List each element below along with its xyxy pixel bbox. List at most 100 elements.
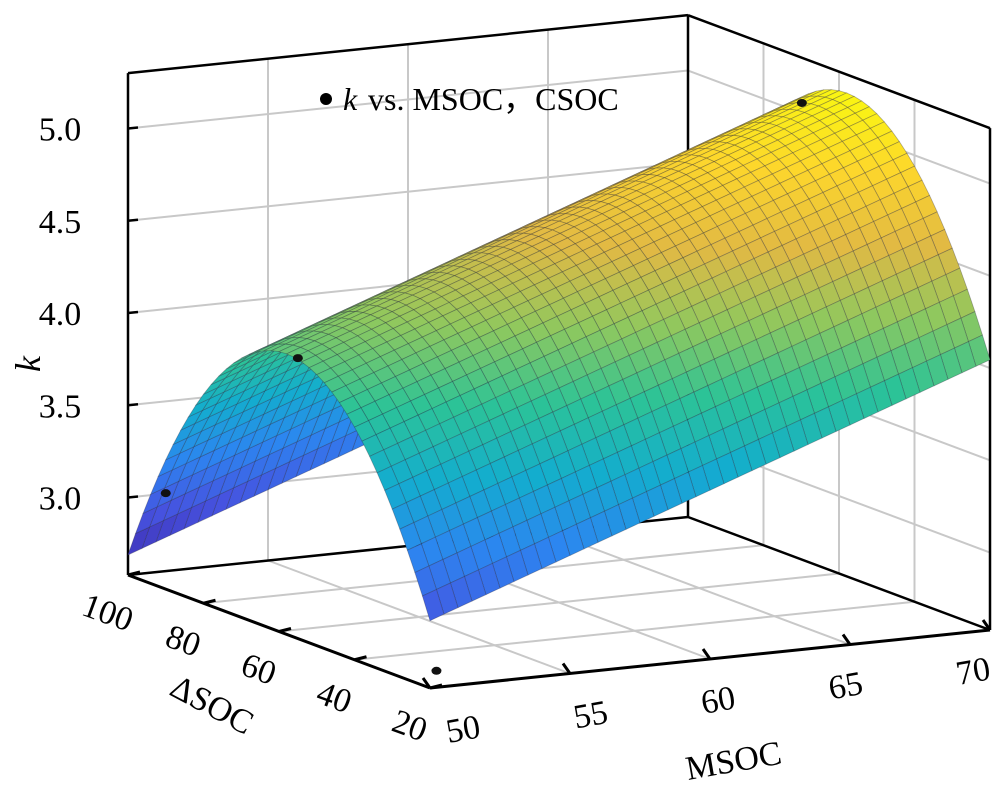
surface-patch — [686, 184, 710, 199]
y-tick — [127, 570, 141, 577]
surface-patch — [659, 219, 683, 237]
surface-patch — [736, 171, 759, 188]
surface-patch — [836, 178, 860, 200]
z-tick — [127, 310, 139, 315]
surface-patch — [414, 565, 437, 597]
surface-patch — [760, 108, 783, 118]
surface-patch — [688, 232, 712, 252]
surface-patch — [843, 191, 867, 214]
surface-patch — [673, 212, 697, 230]
surface-patch — [774, 108, 799, 118]
data-point — [160, 489, 171, 498]
surface-patch — [508, 232, 533, 242]
surface-patch — [746, 115, 769, 125]
x-tick — [421, 677, 432, 689]
data-point — [431, 666, 442, 675]
surface-patch — [820, 132, 843, 149]
surface-patch — [399, 522, 422, 551]
y-tick-label: 60 — [236, 646, 281, 692]
surface-patch — [734, 152, 758, 166]
legend: k vs. MSOC，CSOC — [320, 81, 619, 117]
surface-patch — [725, 264, 749, 288]
surface-patch — [923, 254, 947, 282]
surface-patch — [780, 97, 803, 107]
surface-patch — [594, 217, 618, 232]
surface-patch — [565, 216, 590, 228]
surface-patch — [907, 179, 931, 203]
surface-patch — [259, 351, 282, 369]
surface-patch — [573, 417, 597, 445]
surface-patch — [236, 367, 261, 387]
surface-patch — [207, 396, 232, 418]
surface-patch — [867, 280, 891, 308]
box-edge-top-right — [687, 13, 991, 130]
surface-patch — [842, 160, 866, 180]
surface-patch — [517, 443, 541, 471]
z-tick-label: 4.0 — [39, 296, 82, 333]
surface-patch — [756, 151, 780, 167]
surface-patch — [683, 155, 708, 166]
surface-patch — [480, 245, 505, 255]
surface-patch — [172, 422, 196, 446]
surface-patch — [796, 270, 820, 296]
surface-patch — [540, 506, 563, 538]
legend-k: k — [343, 81, 358, 117]
surface-patch — [617, 497, 641, 530]
y-tick — [429, 683, 443, 690]
surface-patch — [603, 504, 627, 537]
surface-patch — [834, 126, 857, 142]
surface-patch — [682, 250, 706, 272]
surface-patch — [593, 203, 618, 215]
surface-patch — [848, 119, 871, 136]
x-tick-label: 55 — [571, 694, 611, 736]
surface-patch — [701, 199, 725, 217]
surface-patch — [179, 409, 204, 431]
surface-patch — [802, 89, 825, 98]
surface-patch — [760, 115, 785, 124]
surface-patch — [752, 110, 775, 121]
surface-patch — [772, 193, 796, 213]
surface-patch — [856, 154, 880, 174]
surface-patch — [739, 121, 762, 130]
surface-patch — [537, 229, 562, 241]
surface-patch — [599, 323, 623, 347]
surface-patch — [884, 141, 908, 161]
surface-patch — [627, 181, 652, 192]
surface-patch — [764, 158, 787, 175]
surface-patch — [785, 160, 809, 178]
grid-line-floor-dsoc — [278, 572, 840, 633]
surface-patch — [572, 374, 596, 400]
data-point — [796, 98, 807, 107]
surface-patch — [922, 211, 946, 237]
surface-patch — [247, 423, 271, 450]
surface-patch — [699, 358, 723, 387]
surface-patch — [512, 519, 535, 551]
surface-patch — [816, 89, 841, 98]
surface-patch — [892, 152, 916, 174]
x-tick — [981, 619, 992, 631]
surface-patch — [538, 244, 562, 258]
surface-patch — [687, 206, 711, 223]
surface-patch — [757, 173, 781, 191]
surface-patch — [684, 322, 708, 348]
surface-patch — [808, 191, 832, 213]
surface-patch — [678, 178, 702, 192]
surface-patch — [444, 253, 467, 264]
surface-patch — [809, 89, 832, 97]
surface-patch — [753, 115, 776, 123]
surface-patch — [794, 198, 818, 219]
surface-patch — [655, 297, 679, 320]
y-tick-label: 80 — [161, 618, 206, 664]
surface-patch — [878, 159, 902, 180]
surface-patch — [608, 211, 632, 225]
surface-patch — [871, 178, 895, 201]
surface-patch — [187, 397, 212, 418]
surface-patch — [851, 205, 875, 229]
z-tick-label: 3.5 — [39, 388, 82, 425]
surface-patch — [715, 193, 739, 210]
box-edge-top-back — [127, 13, 689, 75]
surface-patch — [778, 152, 801, 168]
surface-patch — [740, 296, 764, 322]
